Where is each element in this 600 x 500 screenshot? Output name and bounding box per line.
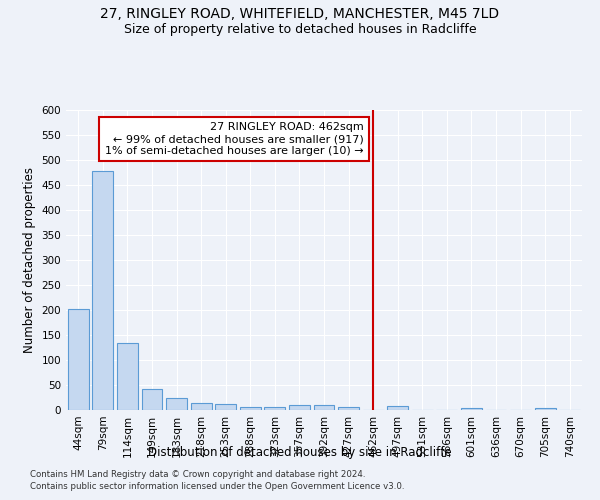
Bar	[191, 402, 212, 410]
Text: 27, RINGLEY ROAD, WHITEFIELD, MANCHESTER, M45 7LD: 27, RINGLEY ROAD, WHITEFIELD, MANCHESTER…	[100, 8, 500, 22]
Bar	[215, 404, 236, 410]
Bar	[117, 342, 138, 410]
Text: Distribution of detached houses by size in Radcliffe: Distribution of detached houses by size …	[148, 446, 452, 459]
Bar	[166, 398, 187, 410]
Bar	[314, 405, 334, 410]
Bar	[535, 408, 556, 410]
Text: Contains public sector information licensed under the Open Government Licence v3: Contains public sector information licen…	[30, 482, 404, 491]
Bar	[338, 406, 359, 410]
Bar	[265, 406, 286, 410]
Bar	[142, 388, 163, 410]
Bar	[461, 408, 482, 410]
Bar	[68, 308, 89, 410]
Bar	[240, 406, 261, 410]
Text: 27 RINGLEY ROAD: 462sqm
← 99% of detached houses are smaller (917)
1% of semi-de: 27 RINGLEY ROAD: 462sqm ← 99% of detache…	[104, 122, 364, 156]
Bar	[289, 405, 310, 410]
Y-axis label: Number of detached properties: Number of detached properties	[23, 167, 36, 353]
Text: Contains HM Land Registry data © Crown copyright and database right 2024.: Contains HM Land Registry data © Crown c…	[30, 470, 365, 479]
Bar	[92, 171, 113, 410]
Text: Size of property relative to detached houses in Radcliffe: Size of property relative to detached ho…	[124, 22, 476, 36]
Bar	[387, 406, 408, 410]
